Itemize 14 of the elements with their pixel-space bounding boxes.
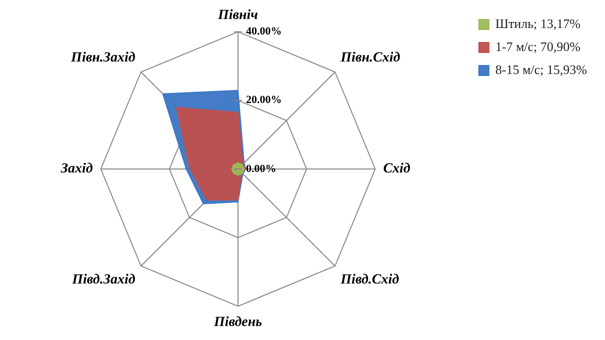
legend-label: 1-7 м/с; 70,90% [495,38,581,54]
legend-label: Штиль; 13,17% [495,16,581,31]
spoke-label: Півн.Схід [340,50,400,66]
spoke-label: Південь [212,315,262,330]
spoke-label: Півн.Захід [70,50,136,66]
legend-label: 8-15 м/с; 15,93% [495,62,588,77]
spoke-label: Північ [216,8,258,24]
y-tick-label: 40.00% [246,26,282,38]
spoke-label: Півд.Захід [71,272,136,288]
spoke-label: Схід [383,162,410,177]
spoke-label: Захід [60,162,93,177]
y-tick-label: 20.00% [246,94,282,106]
spoke-label: Півд.Схід [340,272,400,288]
y-tick-label: 0.00% [246,162,276,175]
